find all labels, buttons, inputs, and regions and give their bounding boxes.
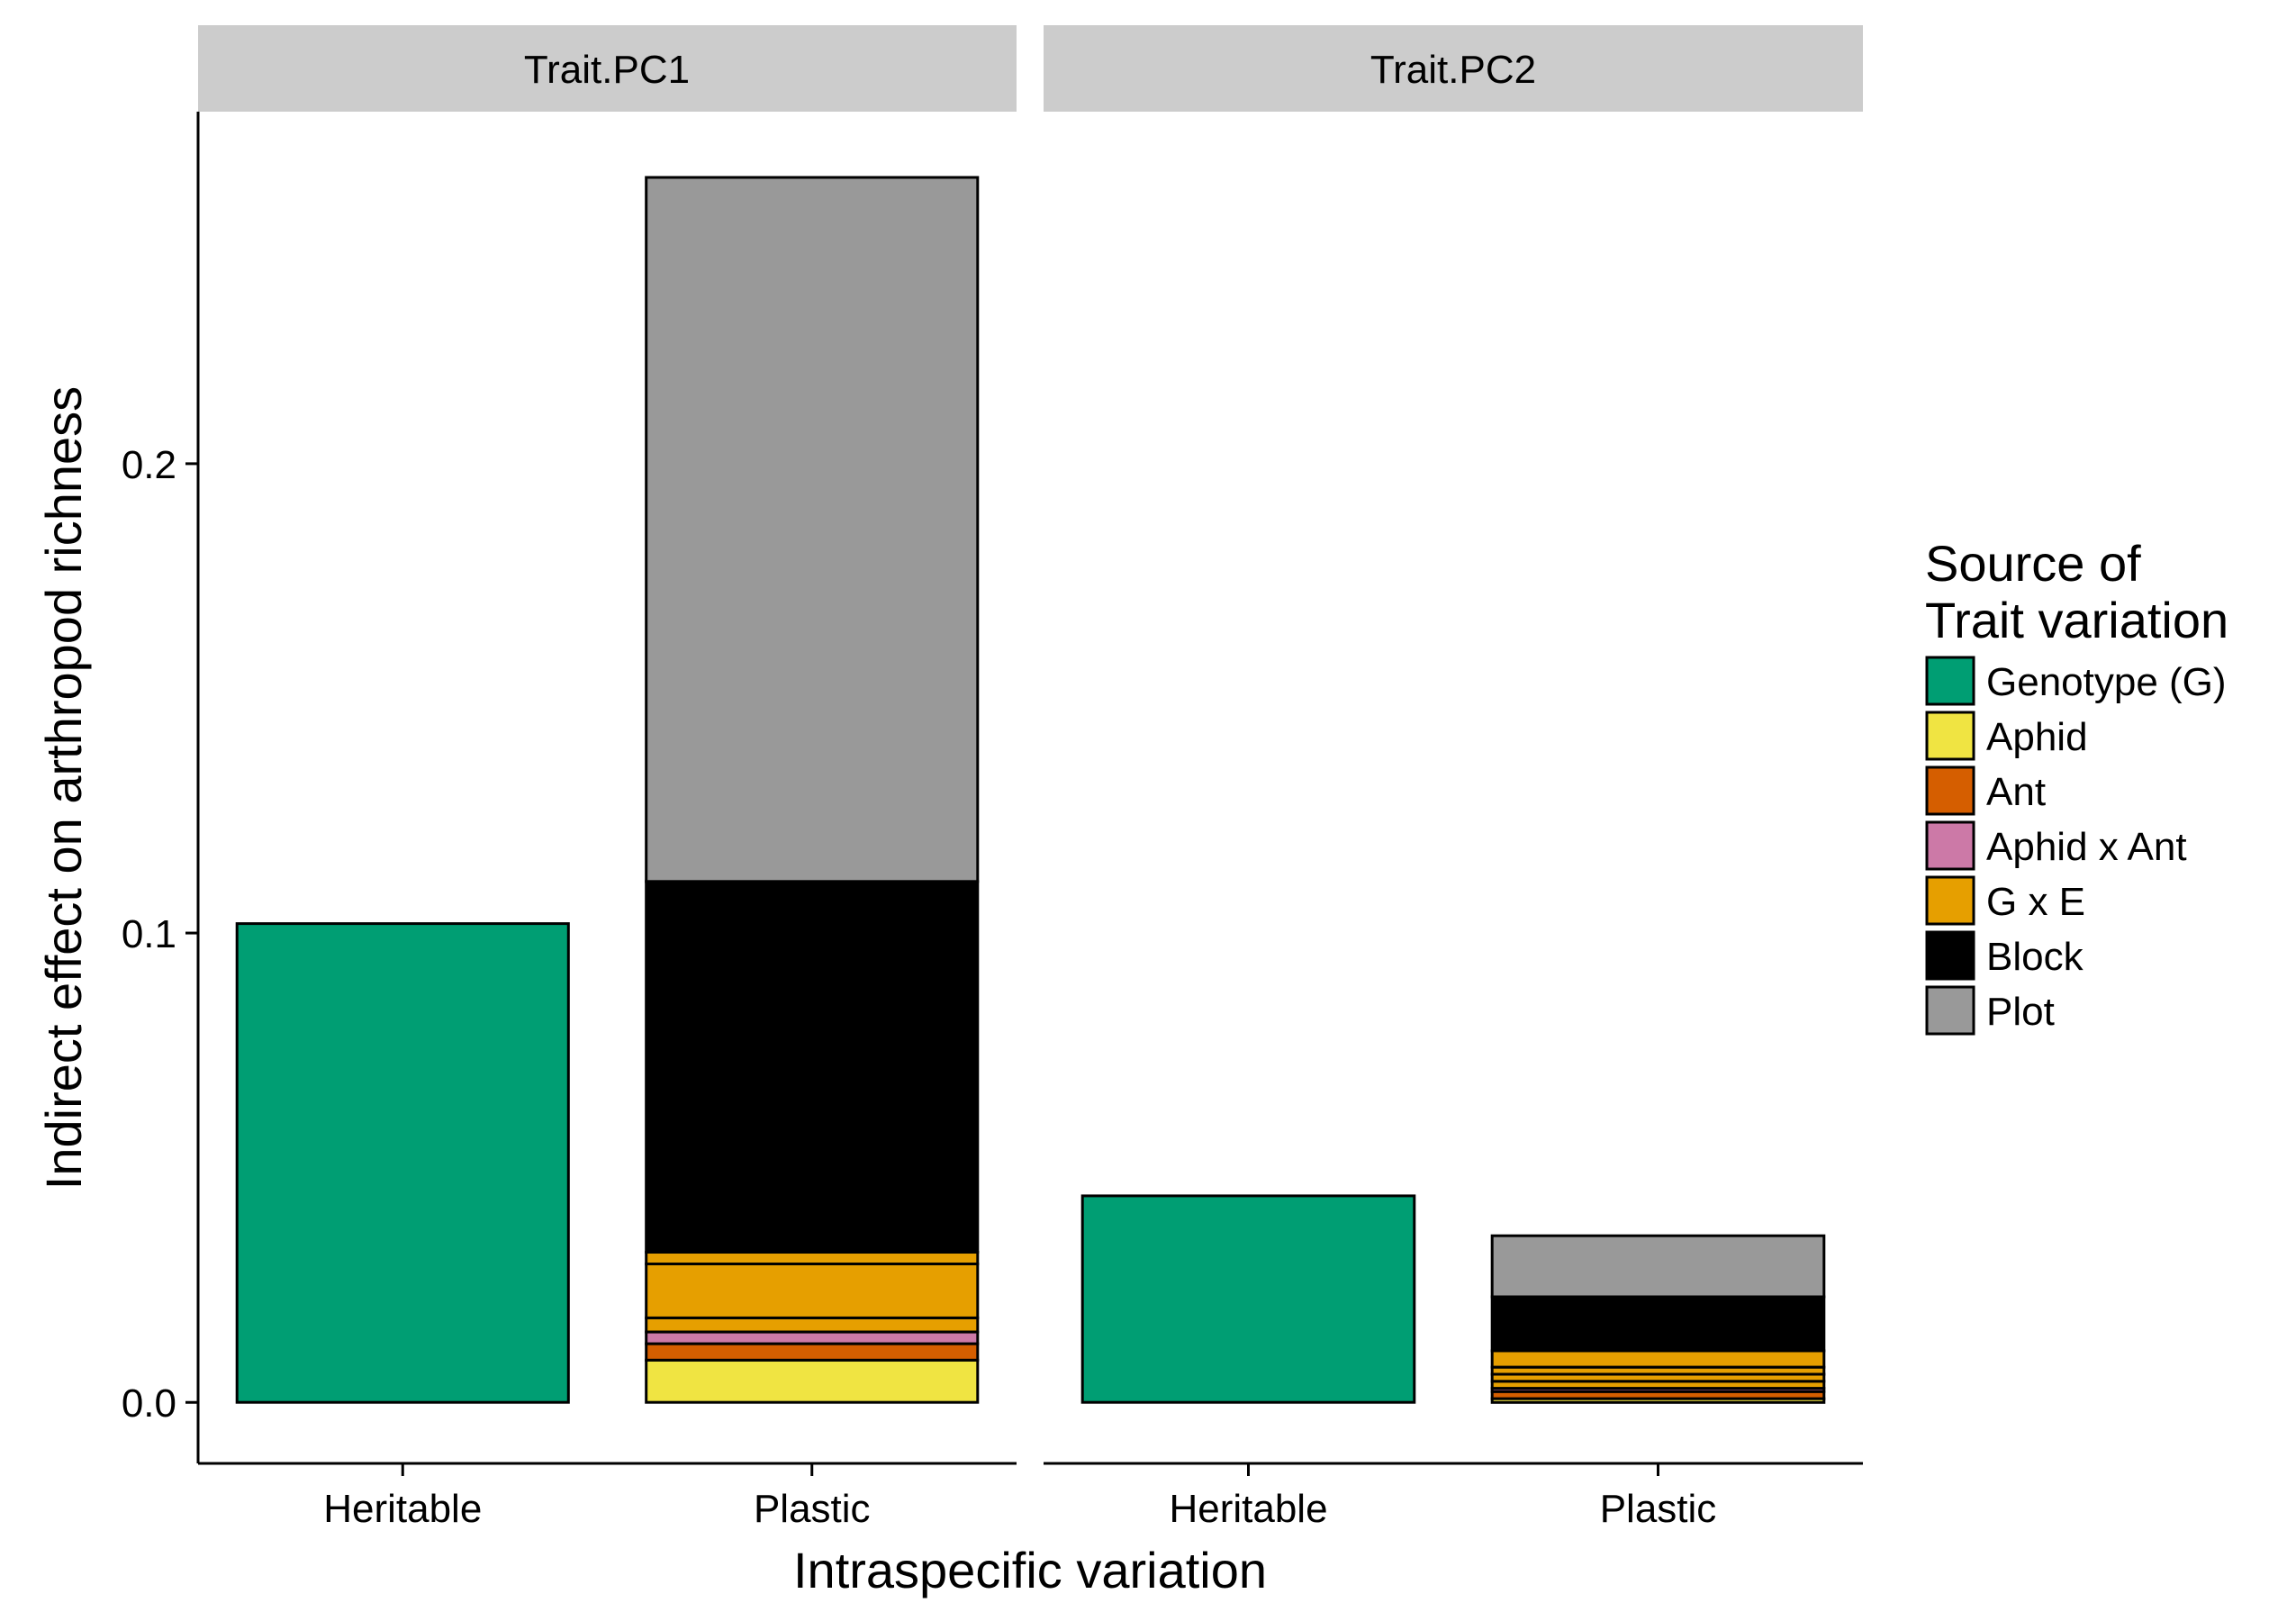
legend-swatch-g-x-e [1925,875,1975,926]
legend-label: Aphid x Ant [1986,825,2187,869]
x-axis-ticks: Heritable Plastic Heritable Plastic [323,1463,1716,1531]
panel-trait-pc1 [235,176,980,1404]
bar-segment-trait-pc2-plastic-block-7 [1490,1295,1826,1353]
y-axis-ticks: 0.0 0.1 0.2 [122,443,198,1426]
legend-label: G x E [1986,880,2085,924]
x-tick-label-plastic: Plastic [754,1487,871,1531]
bar-segment-trait-pc1-plastic-block-6 [645,880,980,1254]
x-tick-label-heritable: Heritable [323,1487,482,1531]
y-tick-label: 0.0 [122,1381,176,1426]
bar-segment-trait-pc2-plastic-g-x-e-6 [1490,1349,1826,1369]
legend-swatch-plot [1925,985,1975,1036]
x-tick-label-heritable: Heritable [1169,1487,1327,1531]
legend-title-line-1: Source of [1925,535,2141,592]
legend-swatch-aphid-x-ant [1925,820,1975,871]
legend-label: Genotype (G) [1986,660,2227,704]
x-axis-title: Intraspecific variation [793,1542,1267,1598]
legend-swatch-genotype-g- [1925,656,1975,706]
bar-segment-trait-pc2-plastic-plot-8 [1490,1234,1826,1299]
legend-label: Block [1986,935,2084,979]
bar-segment-trait-pc1-heritable-genotype-g--0 [235,922,570,1404]
y-tick-label: 0.1 [122,912,176,956]
facet-strip-2-title: Trait.PC2 [1370,48,1536,92]
facet-strip-2 [1044,25,1863,112]
facet-strip-1-title: Trait.PC1 [524,48,690,92]
y-axis-title: Indirect effect on arthropod richness [35,386,92,1190]
bar-segment-trait-pc1-plastic-aphid-x-ant-2 [645,1330,980,1345]
facet-strip-1 [198,25,1017,112]
y-tick-label: 0.2 [122,443,176,487]
bar-segment-trait-pc1-plastic-g-x-e-5 [645,1251,980,1265]
bar-segment-trait-pc2-heritable-genotype-g--0 [1080,1194,1416,1404]
legend-swatch-block [1925,930,1975,981]
legend-title-line-2: Trait variation [1925,592,2228,648]
legend-label: Aphid [1986,715,2088,759]
legend-swatch-aphid [1925,711,1975,761]
panel-trait-pc2 [1080,1194,1826,1404]
legend-label: Ant [1986,770,2046,814]
bar-segment-trait-pc1-plastic-ant-1 [645,1342,980,1362]
bar-segment-trait-pc1-plastic-g-x-e-3 [645,1316,980,1334]
bar-segment-trait-pc1-plastic-plot-7 [645,176,980,883]
bar-segment-trait-pc1-plastic-aphid-0 [645,1358,980,1404]
legend-swatch-ant [1925,765,1975,816]
bar-segment-trait-pc1-plastic-g-x-e-4 [645,1263,980,1319]
x-tick-label-plastic: Plastic [1600,1487,1717,1531]
legend: Source of Trait variation Genotype (G) Ap… [1925,535,2228,1036]
legend-label: Plot [1986,990,2055,1034]
